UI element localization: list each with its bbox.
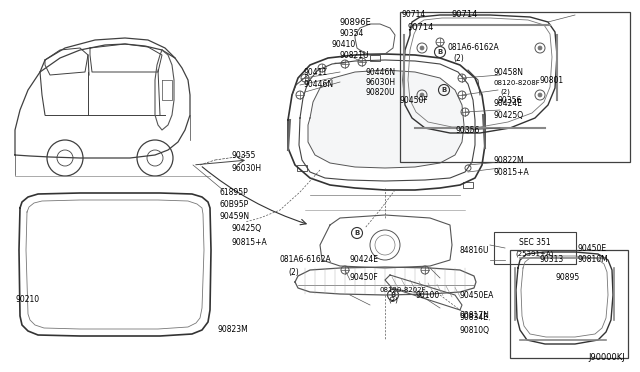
Circle shape bbox=[538, 46, 542, 50]
Text: 84816U: 84816U bbox=[460, 246, 490, 254]
Text: 90425Q: 90425Q bbox=[232, 224, 262, 232]
Text: 90714: 90714 bbox=[407, 22, 433, 32]
Text: 90313: 90313 bbox=[540, 256, 564, 264]
Text: B: B bbox=[442, 87, 447, 93]
Text: B: B bbox=[390, 292, 396, 298]
Bar bbox=[370, 55, 380, 61]
Circle shape bbox=[420, 46, 424, 50]
Text: J90000KJ: J90000KJ bbox=[588, 353, 625, 362]
Text: 90425Q: 90425Q bbox=[494, 110, 524, 119]
Text: 90458N: 90458N bbox=[494, 67, 524, 77]
Text: B: B bbox=[355, 230, 360, 236]
Text: (2): (2) bbox=[288, 267, 299, 276]
Text: 90210: 90210 bbox=[15, 295, 39, 305]
Text: 90450E: 90450E bbox=[578, 244, 607, 253]
Text: 90896E: 90896E bbox=[340, 17, 372, 26]
Text: 90356: 90356 bbox=[456, 125, 481, 135]
Text: SEC 351: SEC 351 bbox=[519, 237, 551, 247]
Text: 90424E: 90424E bbox=[494, 99, 523, 108]
Text: 08120-8208F: 08120-8208F bbox=[494, 80, 541, 86]
Bar bbox=[463, 182, 473, 188]
Bar bbox=[297, 165, 307, 171]
Bar bbox=[400, 12, 630, 162]
Text: 90714: 90714 bbox=[452, 10, 478, 19]
Text: 60B95P: 60B95P bbox=[220, 199, 249, 208]
Text: 90356: 90356 bbox=[498, 96, 522, 105]
Text: 90411: 90411 bbox=[303, 67, 327, 77]
Text: 90823M: 90823M bbox=[218, 326, 249, 334]
Text: (2): (2) bbox=[500, 89, 510, 95]
Text: 96030H: 96030H bbox=[366, 77, 396, 87]
Text: 90446N: 90446N bbox=[303, 80, 333, 89]
Text: 90450F: 90450F bbox=[350, 273, 379, 282]
Text: 90714: 90714 bbox=[402, 10, 426, 19]
Text: 90810M: 90810M bbox=[578, 256, 609, 264]
Text: 90450F: 90450F bbox=[400, 96, 429, 105]
Circle shape bbox=[538, 93, 542, 97]
Text: 90354: 90354 bbox=[340, 29, 364, 38]
Text: 90410: 90410 bbox=[332, 39, 356, 48]
Text: 90815+A: 90815+A bbox=[494, 167, 530, 176]
Text: 90355: 90355 bbox=[232, 151, 257, 160]
Text: 90450EA: 90450EA bbox=[460, 291, 494, 299]
Polygon shape bbox=[308, 70, 464, 168]
Text: 90446N: 90446N bbox=[366, 67, 396, 77]
Text: 90424E: 90424E bbox=[350, 256, 379, 264]
Text: 90820U: 90820U bbox=[366, 87, 396, 96]
Text: 90801: 90801 bbox=[540, 76, 564, 84]
Text: (25391+A): (25391+A) bbox=[516, 251, 554, 257]
Bar bbox=[494, 232, 576, 264]
Text: 90821U: 90821U bbox=[340, 51, 369, 60]
Text: 90100: 90100 bbox=[415, 291, 439, 299]
Bar bbox=[510, 250, 628, 358]
Text: 08120-8202F: 08120-8202F bbox=[380, 287, 427, 293]
Text: 90822M: 90822M bbox=[494, 155, 525, 164]
Text: 90459N: 90459N bbox=[220, 212, 250, 221]
Text: (2): (2) bbox=[388, 297, 398, 303]
Text: (2): (2) bbox=[453, 54, 464, 62]
Text: 90834E: 90834E bbox=[460, 314, 489, 323]
Text: 90810Q: 90810Q bbox=[460, 326, 490, 334]
Text: B: B bbox=[437, 49, 443, 55]
Circle shape bbox=[420, 93, 424, 97]
Text: 61895P: 61895P bbox=[220, 187, 249, 196]
Text: 081A6-6162A: 081A6-6162A bbox=[447, 42, 499, 51]
Text: 96030H: 96030H bbox=[232, 164, 262, 173]
Text: 90815+A: 90815+A bbox=[232, 237, 268, 247]
Text: 90817N: 90817N bbox=[460, 311, 490, 320]
Text: 90895: 90895 bbox=[556, 273, 580, 282]
Text: 081A6-6162A: 081A6-6162A bbox=[280, 256, 332, 264]
